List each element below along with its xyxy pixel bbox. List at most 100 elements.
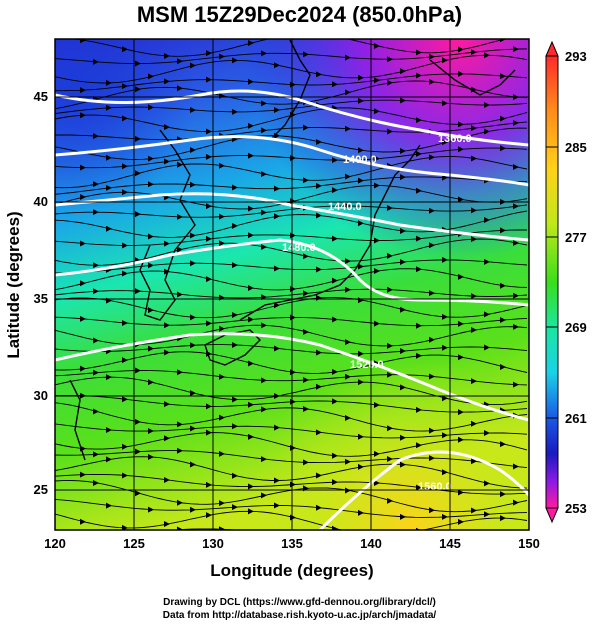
streamline-arrow [190, 106, 196, 113]
streamline-arrow [190, 62, 196, 69]
streamline-arrow [164, 158, 170, 165]
streamline-arrow [374, 237, 380, 244]
streamline-arrow [274, 213, 280, 220]
streamline-arrow [387, 497, 393, 504]
streamline-arrow [177, 85, 183, 92]
streamline-arrow [190, 232, 196, 239]
streamline-arrow [387, 56, 393, 63]
streamline-arrow [332, 316, 338, 323]
map-title: MSM 15Z29Dec2024 (850.0hPa) [136, 2, 463, 27]
streamline-arrow [471, 533, 477, 539]
streamline-arrow [513, 499, 519, 506]
streamline-arrow [80, 39, 86, 44]
streamline-arrow [332, 235, 338, 242]
streamline-arrow [374, 42, 380, 49]
streamline-arrow [387, 286, 393, 293]
streamline-arrow [148, 155, 154, 162]
streamline-arrow [122, 396, 128, 403]
streamline-arrow [500, 39, 506, 43]
streamline-arrow [303, 177, 309, 184]
x-tick-label: 150 [518, 536, 540, 551]
streamline-arrow [400, 513, 406, 520]
streamline-arrow [358, 509, 364, 516]
streamline-arrow [332, 398, 338, 405]
streamline-arrow [80, 164, 86, 171]
streamline-arrow [484, 52, 490, 59]
streamline-arrow [106, 427, 112, 434]
streamline-arrow [148, 307, 154, 314]
streamline-arrow [261, 171, 267, 178]
streamline-arrow [93, 451, 99, 458]
streamline-arrow [190, 390, 196, 397]
streamline-arrow [458, 273, 464, 280]
streamline-arrow [358, 74, 364, 81]
streamline-arrow [358, 463, 364, 470]
colorbar: 293 285 277 269 261 253 [545, 40, 587, 524]
contour-label-1400: 1400.0 [343, 154, 377, 166]
streamline-arrow [219, 53, 225, 60]
streamline-arrow [484, 217, 490, 224]
streamline-arrow [93, 133, 99, 140]
streamline-arrow [261, 209, 267, 216]
streamline-arrow [345, 373, 351, 380]
streamline-arrow [219, 325, 225, 332]
streamline-arrow [458, 489, 464, 496]
streamline-arrow [484, 430, 490, 437]
streamline-arrow [274, 302, 280, 309]
streamline-arrow [458, 320, 464, 327]
streamline-arrow [106, 502, 112, 509]
streamline-arrow [274, 502, 280, 509]
streamline-arrow [122, 357, 128, 364]
streamline-arrow [332, 187, 338, 194]
streamline-arrow [80, 518, 86, 525]
streamline-arrow [248, 360, 254, 367]
streamline-arrow [148, 506, 154, 513]
streamline-arrow [248, 39, 254, 46]
contour-label-1480: 1480.0 [282, 242, 316, 254]
streamline-arrow [164, 435, 170, 442]
streamline-arrow [177, 291, 183, 298]
y-tick-label: 30 [34, 388, 48, 403]
streamline-arrow [458, 121, 464, 128]
streamline-arrow [429, 53, 435, 60]
streamline-arrow [164, 476, 170, 483]
streamline-arrow [177, 246, 183, 253]
streamline-arrow [164, 268, 170, 275]
streamline-arrow [135, 60, 141, 67]
streamline-arrow [206, 203, 212, 210]
streamline-arrow [219, 414, 225, 421]
streamline-arrow [442, 100, 448, 107]
contour-label-1560: 1560.0 [418, 481, 452, 493]
streamline-arrow [248, 78, 254, 85]
streamline-arrow [471, 49, 477, 56]
streamline-arrow [429, 207, 435, 214]
streamline-arrow [416, 266, 422, 273]
streamline-arrow [400, 97, 406, 104]
streamline-arrow [387, 455, 393, 462]
streamline-arrow [303, 328, 309, 335]
streamline-arrow [261, 100, 267, 107]
streamline-arrow [429, 290, 435, 297]
streamline-arrow [206, 128, 212, 135]
streamline-arrow [429, 427, 435, 434]
streamline-arrow [274, 345, 280, 352]
streamline-arrow [232, 341, 238, 348]
streamline-arrow [358, 177, 364, 184]
streamline-arrow [484, 128, 490, 135]
streamline-arrow [416, 49, 422, 56]
streamline-arrow [416, 187, 422, 194]
streamline-arrow [232, 57, 238, 64]
streamline-arrow [93, 337, 99, 344]
streamline-arrow [177, 499, 183, 506]
streamline-arrow [345, 202, 351, 209]
streamline-arrow [177, 421, 183, 428]
streamline-arrow [122, 163, 128, 170]
streamline-arrow [248, 316, 254, 323]
streamline-arrow [135, 367, 141, 374]
streamline-arrow [248, 508, 254, 515]
streamline-arrow [513, 119, 519, 126]
streamline-arrow [135, 490, 141, 497]
streamline-arrow [93, 209, 99, 216]
streamline-arrow [387, 342, 393, 349]
streamline-arrow [400, 384, 406, 391]
